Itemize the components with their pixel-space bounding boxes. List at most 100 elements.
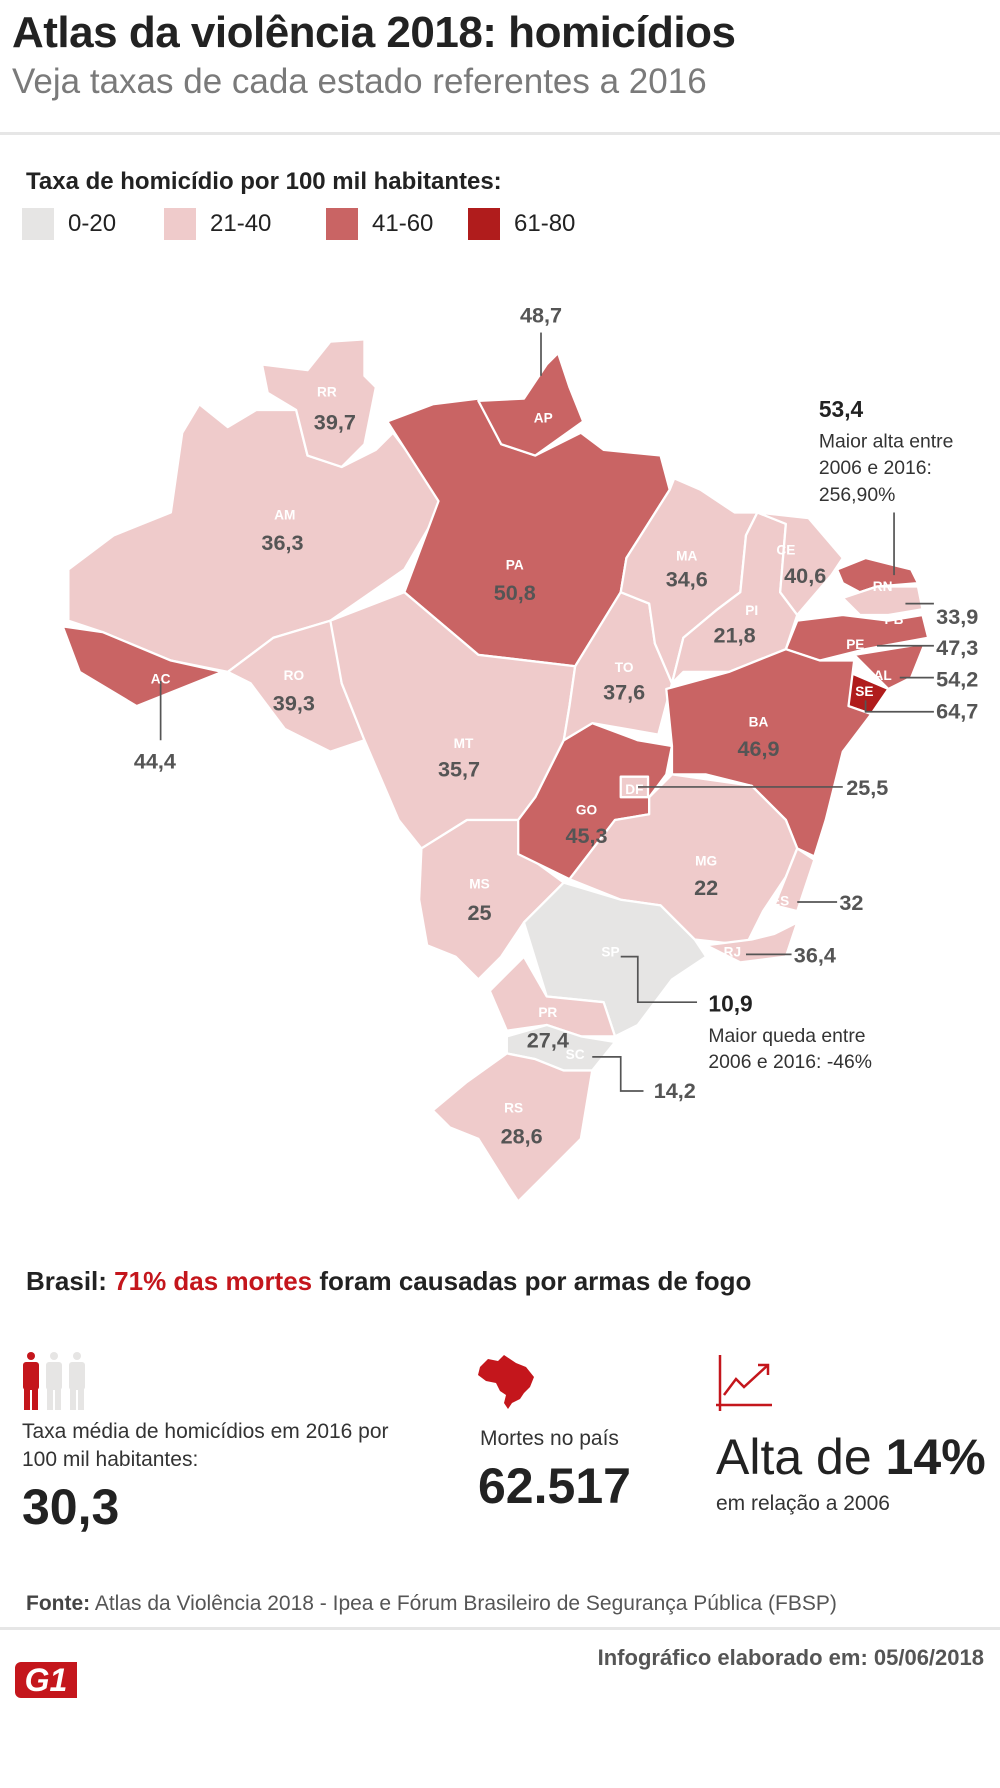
state-AC[interactable]	[61, 625, 224, 708]
abbr-SC: SC	[566, 1047, 585, 1062]
value-MS: 25	[467, 900, 491, 925]
value-MT: 35,7	[438, 757, 480, 782]
abbr-MS: MS	[469, 876, 489, 891]
deaths-value: 62.517	[478, 1458, 631, 1514]
state-ES[interactable]	[773, 847, 816, 913]
state-PE[interactable]	[784, 613, 930, 662]
value-SP: 10,9	[708, 990, 752, 1016]
abbr-ES: ES	[771, 893, 789, 908]
brazil-icon	[478, 1355, 534, 1409]
value-ES: 32	[839, 890, 863, 915]
abbr-MA: MA	[676, 548, 697, 563]
annotation-text: Maior alta entre	[819, 431, 954, 453]
value-SC: 14,2	[654, 1078, 696, 1103]
legend-label: 21-40	[210, 210, 272, 237]
increase-value: 14%	[885, 1429, 986, 1485]
value-MG: 22	[694, 875, 718, 900]
state-CE[interactable]	[756, 511, 844, 617]
abbr-AC: AC	[151, 671, 171, 686]
state-RN[interactable]	[835, 556, 920, 594]
abbr-RN: RN	[873, 579, 893, 594]
value-PI: 21,8	[714, 622, 756, 647]
abbr-TO: TO	[615, 660, 634, 675]
value-AP: 48,7	[520, 302, 562, 327]
value-MA: 34,6	[666, 567, 708, 592]
abbr-RO: RO	[284, 668, 305, 683]
abbr-BA: BA	[749, 715, 769, 730]
rate-label: Taxa média de homicídios em 2016 por 100…	[22, 1420, 389, 1471]
annotation-text: 2006 e 2016:	[819, 457, 932, 479]
page-subtitle: Veja taxas de cada estado referentes a 2…	[12, 62, 707, 101]
source: Fonte: Atlas da Violência 2018 - Ipea e …	[26, 1592, 837, 1616]
headline-prefix: Brasil:	[26, 1266, 107, 1296]
value-DF: 25,5	[846, 775, 888, 800]
annotation-text: 2006 e 2016: -46%	[708, 1051, 872, 1073]
legend-label: 61-80	[514, 210, 576, 237]
sp-annotation: 10,9 Maior queda entre 2006 e 2016: -46%	[708, 990, 872, 1073]
state-abbreviations: RR AP AM PA AC RO MA CE PI RN PB PE AL S…	[151, 384, 904, 1115]
abbr-RR: RR	[317, 384, 337, 399]
value-RO: 39,3	[273, 691, 315, 716]
rn-annotation: 53,4 Maior alta entre 2006 e 2016: 256,9…	[819, 396, 954, 506]
legend-item-61-80: 61-80	[468, 208, 575, 240]
rate-value: 30,3	[22, 1479, 120, 1535]
source-label: Fonte:	[26, 1592, 91, 1615]
page-title: Atlas da violência 2018: homicídios	[12, 8, 736, 57]
state-RS[interactable]	[431, 1052, 594, 1203]
headline-suffix: foram causadas por armas de fogo	[319, 1266, 752, 1296]
annotation-text: 256,90%	[819, 484, 895, 506]
abbr-MT: MT	[454, 736, 474, 751]
abbr-RJ: RJ	[724, 945, 741, 960]
state-AP[interactable]	[477, 351, 585, 457]
state-PR[interactable]	[488, 955, 617, 1038]
g1-logo: G1	[15, 1662, 77, 1698]
increase-prefix: Alta de	[716, 1429, 872, 1485]
value-SE: 64,7	[936, 699, 978, 724]
legend-swatch	[468, 208, 500, 240]
trend-up-icon	[716, 1355, 772, 1411]
value-GO: 45,3	[566, 823, 608, 848]
abbr-PB: PB	[885, 612, 904, 627]
legend-label: 41-60	[372, 210, 434, 237]
headline-highlight: 71% das mortes	[114, 1266, 313, 1296]
abbr-AL: AL	[874, 668, 892, 683]
abbr-SP: SP	[601, 945, 619, 960]
value-CE: 40,6	[784, 563, 826, 588]
annotation-text: Maior queda entre	[708, 1025, 865, 1047]
legend-swatch	[22, 208, 54, 240]
abbr-SE: SE	[855, 684, 873, 699]
value-PB: 33,9	[936, 604, 978, 629]
value-RR: 39,7	[314, 409, 356, 434]
value-AM: 36,3	[261, 530, 303, 555]
abbr-PI: PI	[745, 603, 758, 618]
state-BA[interactable]	[665, 648, 873, 858]
people-icon	[23, 1352, 85, 1410]
source-text: Atlas da Violência 2018 - Ipea e Fórum B…	[94, 1592, 837, 1615]
abbr-AP: AP	[534, 411, 553, 426]
value-RN: 53,4	[819, 396, 864, 422]
value-PE: 47,3	[936, 635, 978, 660]
value-PA: 50,8	[494, 580, 536, 605]
state-RR[interactable]	[260, 338, 378, 469]
legend-item-0-20: 0-20	[22, 208, 116, 240]
abbr-PE: PE	[846, 637, 864, 652]
value-RS: 28,6	[501, 1123, 543, 1148]
leader-lines	[159, 332, 934, 1092]
abbr-RS: RS	[504, 1101, 523, 1116]
abbr-GO: GO	[576, 802, 598, 817]
firearms-headline: Brasil: 71% das mortes foram causadas po…	[26, 1266, 751, 1297]
abbr-CE: CE	[776, 543, 795, 558]
state-MG[interactable]	[568, 773, 799, 947]
state-PB[interactable]	[841, 585, 924, 617]
legend-item-21-40: 21-40	[164, 208, 271, 240]
deaths-label: Mortes no país	[480, 1427, 619, 1450]
state-RJ[interactable]	[704, 921, 799, 964]
value-AC: 44,4	[134, 749, 176, 774]
abbr-MG: MG	[695, 854, 717, 869]
abbr-DF: DF	[625, 782, 643, 797]
value-TO: 37,6	[603, 679, 645, 704]
increase-headline: Alta de 14%	[716, 1428, 986, 1486]
legend-title: Taxa de homicídio por 100 mil habitantes…	[26, 168, 502, 195]
